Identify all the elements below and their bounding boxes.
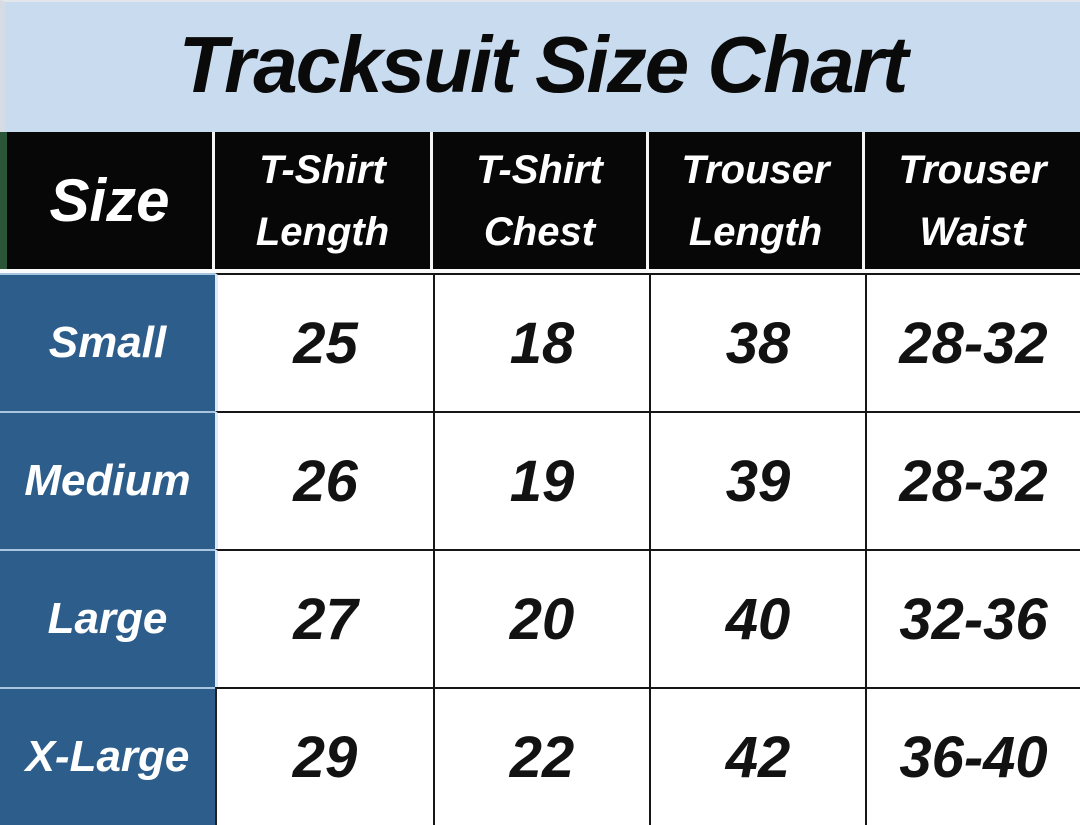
table-row-small: Small 25 18 38 28-32	[0, 273, 1080, 411]
size-cell: X-Large	[0, 687, 215, 825]
value-cell-tshirt-length: 25	[215, 273, 433, 411]
value-cell-trouser-waist: 32-36	[865, 549, 1080, 687]
value-cell-trouser-length: 39	[649, 411, 865, 549]
value-cell-tshirt-chest: 22	[433, 687, 649, 825]
table-header-row: Size T-Shirt Length T-Shirt Chest Trouse…	[0, 132, 1080, 273]
header-line: Chest	[483, 209, 596, 254]
header-cell-size: Size	[0, 132, 215, 269]
header-line: Waist	[919, 209, 1026, 254]
header-label-size: Size	[49, 166, 170, 234]
header-line: Length	[688, 209, 823, 254]
value-cell-tshirt-length: 29	[215, 687, 433, 825]
size-cell: Medium	[0, 411, 215, 549]
value-cell-trouser-length: 42	[649, 687, 865, 825]
value-cell-tshirt-chest: 20	[433, 549, 649, 687]
value-cell-trouser-waist: 36-40	[865, 687, 1080, 825]
size-cell: Small	[0, 273, 215, 411]
header-line: Trouser	[681, 147, 830, 192]
table-row-medium: Medium 26 19 39 28-32	[0, 411, 1080, 549]
chart-title: Tracksuit Size Chart	[178, 20, 909, 109]
header-line: Trouser	[898, 147, 1047, 192]
header-line: Length	[255, 209, 390, 254]
value-cell-trouser-length: 38	[649, 273, 865, 411]
value-cell-trouser-length: 40	[649, 549, 865, 687]
value-cell-trouser-waist: 28-32	[865, 411, 1080, 549]
header-line: T-Shirt	[476, 147, 603, 192]
size-cell: Large	[0, 549, 215, 687]
value-cell-tshirt-length: 27	[215, 549, 433, 687]
chart-title-bar: Tracksuit Size Chart	[0, 0, 1080, 132]
header-cell-trouser-length: Trouser Length	[649, 132, 865, 269]
header-cell-tshirt-chest: T-Shirt Chest	[433, 132, 649, 269]
table-row-xlarge: X-Large 29 22 42 36-40	[0, 687, 1080, 825]
value-cell-trouser-waist: 28-32	[865, 273, 1080, 411]
value-cell-tshirt-chest: 19	[433, 411, 649, 549]
value-cell-tshirt-chest: 18	[433, 273, 649, 411]
header-line: T-Shirt	[259, 147, 386, 192]
value-cell-tshirt-length: 26	[215, 411, 433, 549]
table-row-large: Large 27 20 40 32-36	[0, 549, 1080, 687]
header-cell-tshirt-length: T-Shirt Length	[215, 132, 433, 269]
header-cell-trouser-waist: Trouser Waist	[865, 132, 1080, 269]
